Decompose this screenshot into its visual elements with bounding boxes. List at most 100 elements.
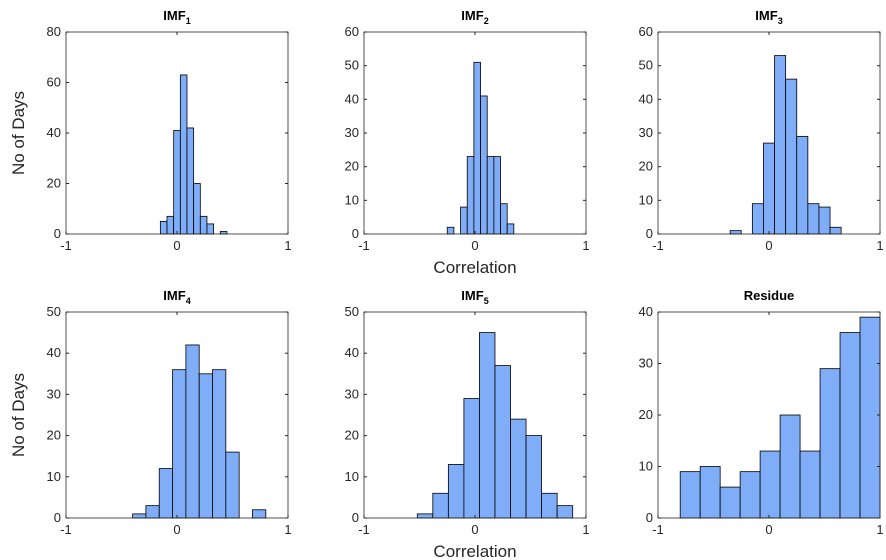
- y-axis-label: No of Days: [9, 91, 28, 175]
- x-tick-label: -1: [652, 238, 664, 253]
- bar: [186, 127, 195, 235]
- y-tick-label: 20: [47, 428, 61, 443]
- y-tick-label: 50: [345, 304, 359, 319]
- x-tick-label: 1: [876, 238, 883, 253]
- x-tick-label: -1: [358, 522, 370, 537]
- bar: [729, 230, 742, 235]
- y-axis-label: No of Days: [9, 373, 28, 457]
- bar: [132, 513, 147, 519]
- bar: [779, 414, 801, 519]
- bar: [829, 226, 842, 235]
- y-tick-label: 50: [47, 304, 61, 319]
- y-tick-label: 20: [639, 407, 653, 422]
- bar: [500, 203, 508, 235]
- bar: [252, 509, 267, 519]
- y-tick-label: 50: [345, 58, 359, 73]
- chart-title: IMF2: [461, 8, 488, 26]
- title-text: Residue: [744, 288, 795, 303]
- y-tick-label: 80: [47, 24, 61, 39]
- bar: [480, 95, 488, 235]
- x-tick-label: -1: [60, 522, 72, 537]
- chart-title: IMF5: [461, 288, 488, 306]
- bar: [739, 471, 761, 519]
- y-tick-label: 20: [639, 159, 653, 174]
- chart-title: IMF1: [163, 8, 190, 26]
- bar: [510, 418, 527, 519]
- title-subscript: 2: [484, 16, 489, 26]
- x-tick-label: 0: [471, 238, 478, 253]
- bar: [796, 135, 809, 235]
- y-tick-label: 0: [646, 226, 653, 241]
- y-tick-label: 10: [345, 469, 359, 484]
- y-tick-label: 40: [639, 304, 653, 319]
- y-tick-label: 60: [345, 24, 359, 39]
- bar: [432, 492, 449, 519]
- x-tick-label: 1: [284, 238, 291, 253]
- bar: [751, 203, 764, 235]
- bar: [818, 206, 831, 235]
- x-axis-label: Correlation: [433, 542, 516, 560]
- bar: [416, 513, 434, 519]
- y-tick-label: 40: [639, 91, 653, 106]
- y-tick-label: 30: [639, 125, 653, 140]
- y-tick-label: 30: [345, 125, 359, 140]
- y-tick-label: 30: [639, 356, 653, 371]
- title-subscript: 3: [778, 16, 783, 26]
- bar: [185, 344, 200, 519]
- title-subscript: 1: [186, 16, 191, 26]
- x-tick-label: 0: [173, 238, 180, 253]
- title-text: IMF: [755, 8, 777, 23]
- chart-title: IMF4: [163, 288, 190, 306]
- x-tick-label: -1: [60, 238, 72, 253]
- bar: [460, 206, 468, 235]
- x-tick-label: 0: [765, 522, 772, 537]
- bar: [785, 78, 798, 235]
- bar: [158, 468, 173, 519]
- bar: [859, 316, 881, 519]
- bar: [212, 369, 227, 519]
- bar: [179, 74, 188, 235]
- bar: [759, 450, 781, 519]
- bar: [446, 226, 455, 235]
- bar: [774, 55, 787, 235]
- bar: [556, 505, 574, 519]
- bar: [679, 471, 701, 519]
- chart-title: Residue: [744, 288, 795, 303]
- y-tick-label: 40: [345, 91, 359, 106]
- x-axis-label: Correlation: [433, 258, 516, 277]
- y-tick-label: 0: [54, 226, 61, 241]
- bar: [763, 142, 775, 235]
- y-tick-label: 30: [47, 386, 61, 401]
- y-tick-label: 40: [47, 345, 61, 360]
- bar: [819, 368, 841, 519]
- y-tick-label: 0: [352, 510, 359, 525]
- bar: [799, 450, 821, 519]
- bar: [473, 61, 481, 235]
- bar: [463, 398, 480, 519]
- bar: [206, 223, 215, 235]
- x-tick-label: 0: [471, 522, 478, 537]
- title-text: IMF: [461, 288, 483, 303]
- bar: [839, 332, 861, 519]
- bar: [198, 373, 213, 519]
- y-tick-label: 10: [639, 192, 653, 207]
- y-tick-label: 0: [352, 226, 359, 241]
- title-text: IMF: [163, 288, 185, 303]
- y-tick-label: 0: [54, 510, 61, 525]
- bar: [486, 156, 495, 235]
- title-text: IMF: [461, 8, 483, 23]
- bar: [193, 183, 201, 235]
- bar: [525, 435, 542, 519]
- y-tick-label: 10: [345, 192, 359, 207]
- y-tick-label: 60: [47, 75, 61, 90]
- bar: [494, 365, 511, 519]
- bar: [225, 451, 240, 519]
- bar: [159, 220, 168, 235]
- bar: [719, 486, 741, 519]
- x-tick-label: 1: [582, 238, 589, 253]
- bar: [199, 215, 208, 235]
- bar: [172, 369, 187, 519]
- y-tick-label: 20: [345, 428, 359, 443]
- x-tick-label: 0: [765, 238, 772, 253]
